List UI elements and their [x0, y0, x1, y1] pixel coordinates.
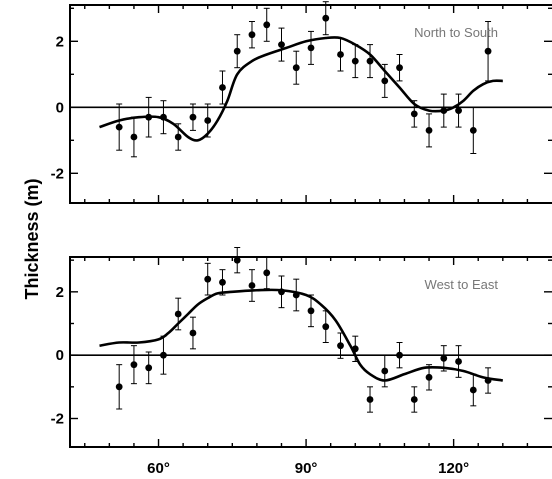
data-point [204, 275, 212, 283]
data-point [263, 21, 271, 29]
data-point [425, 373, 433, 381]
panel-frame [69, 256, 552, 448]
data-point [366, 396, 374, 403]
data-point [115, 383, 123, 391]
panel-label: North to South [414, 25, 498, 40]
data-point [381, 77, 389, 85]
fit-curve [99, 288, 504, 382]
x-tick-label: 120° [438, 460, 469, 477]
data-point [484, 377, 492, 384]
x-tick-label: 60° [147, 460, 170, 477]
fit-curve [99, 36, 503, 142]
y-tick-label: 2 [56, 33, 64, 50]
data-point [351, 345, 359, 353]
y-tick-label: -2 [51, 165, 64, 182]
data-point [425, 126, 433, 134]
y-tick-label: 0 [56, 99, 64, 116]
data-point [381, 367, 389, 375]
data-point [484, 47, 492, 55]
data-point [145, 113, 153, 121]
data-point [351, 57, 359, 65]
data-point [263, 269, 271, 277]
y-tick-label: 0 [56, 347, 64, 364]
data-point [455, 358, 462, 365]
data-point [322, 14, 330, 22]
data-point [248, 31, 256, 39]
data-point [469, 126, 477, 134]
y-axis-label: Thickness (m) [22, 178, 42, 299]
data-point [145, 364, 153, 372]
data-point [189, 329, 197, 337]
panel-frame [69, 4, 552, 204]
x-tick-label: 90° [295, 460, 318, 477]
data-point [307, 44, 315, 52]
data-point [440, 107, 448, 114]
data-point [278, 41, 285, 48]
data-point [292, 291, 300, 299]
data-point [174, 310, 182, 318]
data-point [204, 117, 212, 124]
data-point [233, 256, 241, 264]
data-point [160, 113, 167, 121]
y-tick-label: -2 [51, 411, 64, 428]
data-point [469, 386, 477, 394]
data-point [115, 123, 123, 131]
data-point [219, 84, 226, 91]
data-point [130, 133, 138, 141]
data-point [248, 282, 256, 289]
panel-label: West to East [425, 277, 499, 292]
data-point [219, 278, 226, 286]
data-point [322, 323, 330, 331]
data-point [455, 107, 462, 114]
data-point [337, 51, 344, 58]
data-point [130, 361, 138, 369]
data-point [410, 110, 418, 118]
data-point [307, 307, 315, 315]
y-tick-label: 2 [56, 284, 64, 301]
data-point [396, 351, 403, 359]
data-point [440, 354, 448, 362]
data-point [337, 342, 344, 350]
data-point [292, 64, 300, 72]
data-point [278, 288, 285, 296]
data-point [160, 351, 167, 359]
x-axis-tick-labels: 60° 90° 120° [147, 460, 469, 477]
data-point [174, 133, 182, 141]
data-point [233, 47, 241, 55]
north-to-south-panel: -2 0 2 North to South [51, 1, 552, 204]
data-point [410, 396, 418, 403]
data-point [396, 64, 403, 72]
west-to-east-panel: -2 0 2 West to East [51, 247, 552, 448]
data-point [366, 57, 374, 65]
data-point [189, 113, 197, 121]
